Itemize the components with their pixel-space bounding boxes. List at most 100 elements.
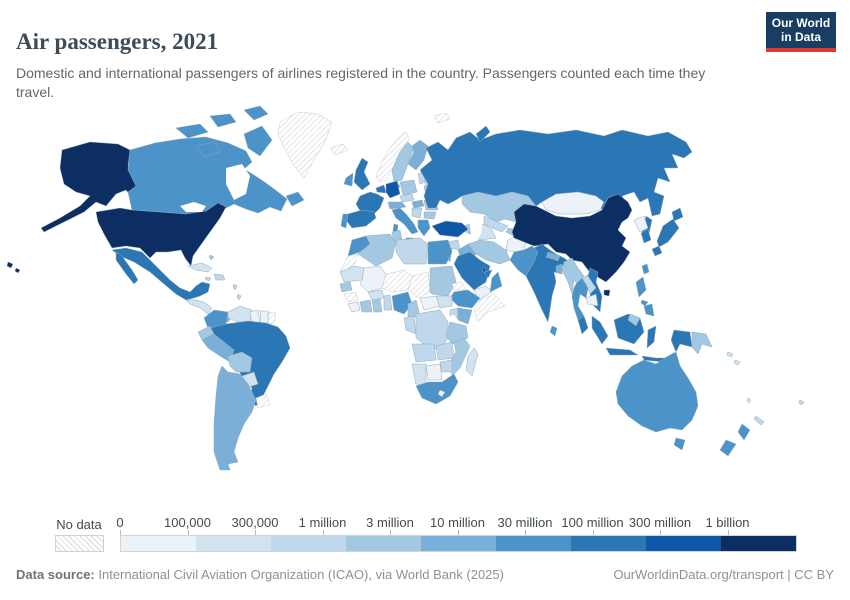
country-bahamas[interactable]: [208, 254, 215, 261]
country-new-caledonia[interactable]: [753, 415, 765, 426]
country-canada-arctic-3[interactable]: [243, 105, 269, 121]
country-balkans[interactable]: [411, 207, 423, 219]
country-uruguay[interactable]: [255, 393, 271, 409]
country-gabon[interactable]: [403, 315, 417, 335]
country-indonesia-papua[interactable]: [670, 329, 693, 353]
country-norway[interactable]: [375, 131, 411, 183]
country-kenya[interactable]: [457, 307, 473, 325]
country-suriname[interactable]: [259, 310, 269, 324]
country-new-zealand[interactable]: [719, 423, 751, 457]
country-mexico[interactable]: [111, 247, 211, 301]
country-philippines[interactable]: [635, 276, 655, 317]
country-niger[interactable]: [381, 269, 413, 293]
country-united-states[interactable]: [95, 202, 227, 267]
legend-cell[interactable]: [421, 536, 496, 551]
footer-link-text[interactable]: OurWorldinData.org/transport | CC BY: [613, 567, 834, 582]
country-bolivia[interactable]: [227, 351, 253, 373]
country-north-korea[interactable]: [633, 215, 649, 233]
legend-cell[interactable]: [496, 536, 571, 551]
country-turkey[interactable]: [431, 220, 469, 238]
country-sudan[interactable]: [429, 265, 457, 297]
legend-cell[interactable]: [646, 536, 721, 551]
country-algeria[interactable]: [357, 233, 397, 267]
country-thailand[interactable]: [571, 277, 589, 321]
country-chad[interactable]: [407, 271, 431, 299]
country-mali[interactable]: [359, 265, 387, 293]
country-australia[interactable]: [615, 351, 699, 433]
country-libya[interactable]: [395, 237, 429, 265]
country-iceland[interactable]: [329, 143, 349, 156]
country-cuba[interactable]: [187, 262, 213, 273]
country-eritrea[interactable]: [451, 281, 467, 291]
country-namibia[interactable]: [411, 363, 427, 387]
country-qatar[interactable]: [481, 266, 487, 273]
country-zimbabwe[interactable]: [439, 359, 453, 373]
country-finland[interactable]: [407, 139, 429, 171]
country-vanuatu[interactable]: [746, 397, 752, 404]
country-egypt[interactable]: [427, 239, 453, 265]
country-united-states-hawaii[interactable]: [6, 261, 21, 274]
country-burkina-faso[interactable]: [367, 289, 385, 301]
country-south-sudan[interactable]: [435, 295, 453, 309]
country-guyana[interactable]: [249, 309, 261, 325]
country-india[interactable]: [525, 243, 571, 323]
country-portugal[interactable]: [340, 213, 349, 229]
country-taiwan[interactable]: [641, 263, 650, 275]
country-russia-novaya-zemlya[interactable]: [475, 125, 491, 143]
legend-cell[interactable]: [721, 536, 796, 551]
legend-cell[interactable]: [571, 536, 646, 551]
country-czechia[interactable]: [399, 193, 415, 203]
country-south-korea[interactable]: [640, 228, 652, 244]
country-canada-arctic-1[interactable]: [175, 123, 209, 139]
country-oman[interactable]: [489, 271, 503, 293]
country-netherlands[interactable]: [375, 184, 387, 194]
country-canada-victoria-island[interactable]: [195, 141, 221, 158]
country-somalia[interactable]: [473, 293, 506, 323]
country-canada-newfoundland[interactable]: [285, 191, 305, 207]
country-papua-new-guinea[interactable]: [691, 331, 713, 355]
country-china[interactable]: [511, 193, 633, 283]
country-australia-tasmania[interactable]: [673, 437, 686, 451]
country-greece[interactable]: [417, 219, 431, 237]
country-guinea[interactable]: [343, 291, 359, 303]
country-germany[interactable]: [385, 180, 401, 199]
country-bangladesh[interactable]: [555, 263, 563, 275]
country-french-guiana[interactable]: [267, 311, 277, 325]
country-botswana[interactable]: [425, 363, 443, 381]
country-malaysia[interactable]: [577, 315, 589, 335]
legend-cell[interactable]: [121, 536, 196, 551]
country-ghana[interactable]: [371, 297, 383, 313]
legend-no-data-swatch[interactable]: [55, 535, 104, 552]
country-venezuela[interactable]: [227, 305, 253, 323]
legend-cell[interactable]: [271, 536, 346, 551]
country-united-states-alaska[interactable]: [40, 141, 143, 233]
country-japan[interactable]: [651, 207, 684, 257]
country-senegal[interactable]: [339, 281, 353, 293]
country-norway-svalbard[interactable]: [433, 112, 451, 124]
country-hungary[interactable]: [411, 199, 425, 209]
country-mexico-baja[interactable]: [115, 251, 139, 285]
country-cambodia[interactable]: [585, 293, 599, 307]
country-sierra-leone[interactable]: [347, 301, 361, 313]
country-lesotho[interactable]: [437, 389, 446, 398]
country-solomon-islands[interactable]: [726, 351, 741, 366]
country-hispaniola[interactable]: [213, 273, 226, 281]
country-chile[interactable]: [213, 365, 231, 471]
country-brunei[interactable]: [627, 313, 641, 327]
country-ireland[interactable]: [343, 172, 354, 187]
country-spain[interactable]: [345, 209, 377, 229]
country-central-america[interactable]: [185, 299, 213, 315]
country-indonesia-java[interactable]: [605, 347, 639, 356]
country-mongolia[interactable]: [541, 191, 605, 215]
legend-cell[interactable]: [346, 536, 421, 551]
country-nepal[interactable]: [545, 251, 561, 262]
legend-cell[interactable]: [196, 536, 271, 551]
country-benin[interactable]: [383, 294, 393, 311]
owid-logo[interactable]: Our World in Data: [766, 12, 836, 52]
country-greenland[interactable]: [277, 111, 333, 179]
country-madagascar[interactable]: [465, 347, 479, 377]
country-saudi-arabia[interactable]: [453, 251, 491, 291]
country-indonesia-sulawesi[interactable]: [646, 325, 657, 349]
country-mozambique[interactable]: [449, 337, 471, 377]
country-lesser-antilles[interactable]: [232, 283, 242, 301]
